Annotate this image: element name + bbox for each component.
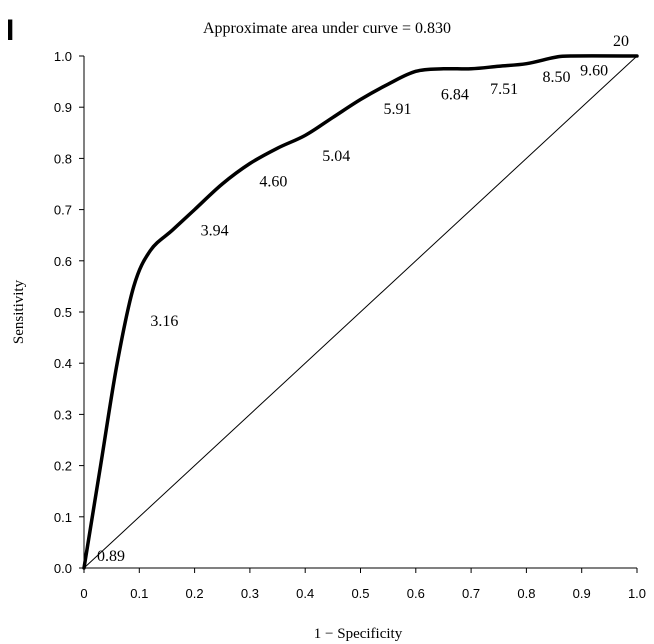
y-tick-label: 0.1 xyxy=(54,510,72,525)
cutoff-point-label: 0.89 xyxy=(97,548,125,565)
x-tick-label: 0.1 xyxy=(130,586,148,601)
annotation-layer: 0.89 3.16 3.94 4.60 5.04 5.91 6.84 7.51 8.50 9.60… xyxy=(97,33,629,565)
cutoff-point-label: 4.60 xyxy=(259,173,287,190)
x-tick-label: 0.8 xyxy=(517,586,535,601)
x-tick-label: 0.3 xyxy=(241,586,259,601)
cutoff-point-label: 3.16 xyxy=(150,313,178,330)
cutoff-point-label: 20 xyxy=(613,33,629,50)
y-tick-label: 0.4 xyxy=(54,356,72,371)
y-axis-label: Sensitivity xyxy=(11,279,27,344)
x-tick-label: 0.2 xyxy=(186,586,204,601)
x-axis-label: 1 − Specificity xyxy=(314,626,403,642)
y-tick-label: 0.0 xyxy=(54,561,72,576)
y-tick-label: 0.2 xyxy=(54,459,72,474)
x-tick-label: 0.6 xyxy=(407,586,425,601)
chart-title: Approximate area under curve = 0.830 xyxy=(203,20,451,37)
x-tick-label: 0.4 xyxy=(296,586,314,601)
series-layer xyxy=(82,54,639,570)
x-tick-label: 1.0 xyxy=(628,586,646,601)
panel-label: I xyxy=(6,14,14,47)
y-tick-label: 1.0 xyxy=(54,49,72,64)
x-tick-label: 0 xyxy=(80,586,87,601)
cutoff-point-label: 5.04 xyxy=(322,148,350,165)
roc-curve-line xyxy=(82,54,639,570)
cutoff-point-label: 9.60 xyxy=(580,63,608,80)
y-tick-label: 0.3 xyxy=(54,407,72,422)
x-tick-label: 0.7 xyxy=(462,586,480,601)
cutoff-point-label: 8.50 xyxy=(542,69,570,86)
cutoff-point-label: 5.91 xyxy=(384,101,412,118)
y-tick-label: 0.6 xyxy=(54,254,72,269)
y-tick-label: 0.7 xyxy=(54,203,72,218)
reference-diagonal-line xyxy=(83,55,638,569)
x-tick-label: 0.5 xyxy=(351,586,369,601)
cutoff-point-label: 6.84 xyxy=(441,86,469,103)
x-tick-label: 0.9 xyxy=(573,586,591,601)
y-tick-label: 0.8 xyxy=(54,151,72,166)
cutoff-point-label: 7.51 xyxy=(490,81,518,98)
axes: 0.0 0.1 0.2 0.3 0.4 0.5 0.6 0.7 0.8 0.9 1.0 0 0.1 0.2… xyxy=(54,49,646,601)
y-tick-label: 0.9 xyxy=(54,100,72,115)
cutoff-point-label: 3.94 xyxy=(201,223,229,240)
y-tick-label: 0.5 xyxy=(54,305,72,320)
